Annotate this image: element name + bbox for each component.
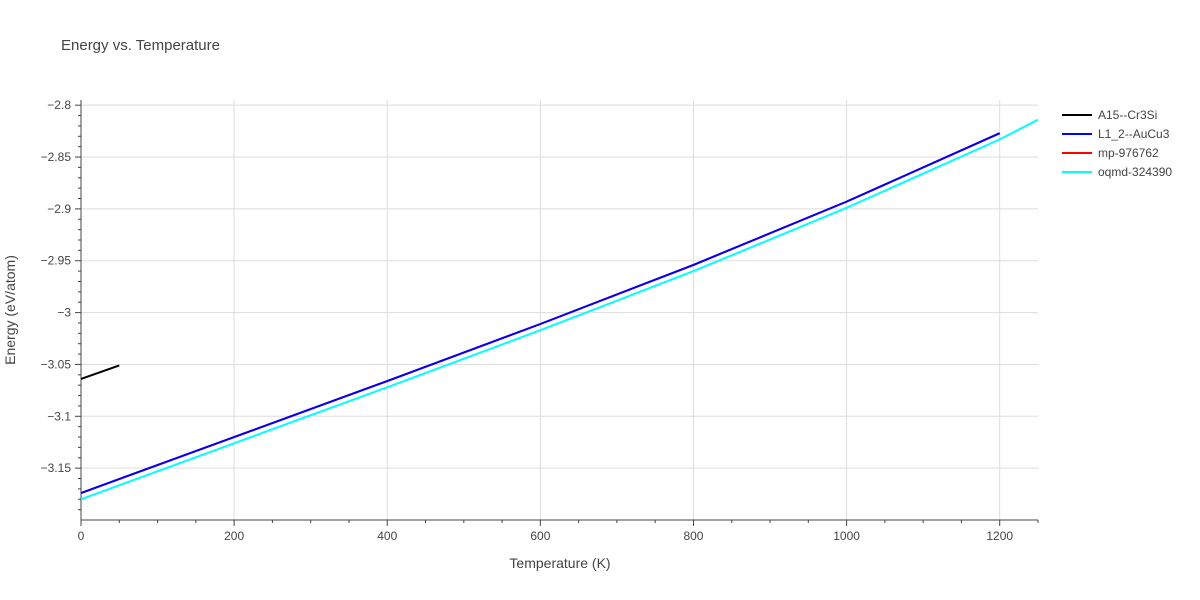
plot-area <box>80 118 1039 501</box>
x-tick-label: 0 <box>78 529 85 543</box>
axes: 0 200 400 600 800 1000 1200 −3.15 −3.1 −3.05 −3 −2.… <box>41 98 1039 543</box>
x-tick-label: 800 <box>683 529 703 543</box>
y-tick-label: −3 <box>57 306 71 320</box>
series-line-l1-2-aucu3 <box>80 132 1001 494</box>
grid <box>81 100 1038 520</box>
x-tick-label: 1000 <box>833 529 860 543</box>
series-line-oqmd-324390 <box>80 118 1039 501</box>
legend-label: oqmd-324390 <box>1098 165 1172 179</box>
x-tick-label: 1200 <box>986 529 1013 543</box>
legend-label: L1_2--AuCu3 <box>1098 127 1170 141</box>
y-tick-label: −2.8 <box>47 98 71 112</box>
legend: A15--Cr3Si L1_2--AuCu3 mp-976762 oqmd-32439… <box>1062 108 1172 179</box>
y-tick-label: −3.15 <box>41 461 72 475</box>
y-tick-label: −2.95 <box>41 254 72 268</box>
series-line-a15-cr3si <box>80 364 120 380</box>
y-tick-label: −2.9 <box>47 202 71 216</box>
chart-title: Energy vs. Temperature <box>61 37 220 54</box>
x-tick-label: 400 <box>377 529 397 543</box>
x-tick-label: 200 <box>224 529 244 543</box>
x-tick-label: 600 <box>530 529 550 543</box>
legend-label: mp-976762 <box>1098 146 1159 160</box>
y-tick-label: −3.1 <box>47 409 71 423</box>
y-tick-label: −2.85 <box>41 150 72 164</box>
x-axis-title: Temperature (K) <box>509 555 610 571</box>
y-tick-label: −3.05 <box>41 357 72 371</box>
y-axis-title: Energy (eV/atom) <box>2 255 18 365</box>
legend-label: A15--Cr3Si <box>1098 108 1157 122</box>
